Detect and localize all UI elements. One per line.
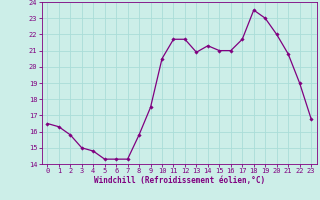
X-axis label: Windchill (Refroidissement éolien,°C): Windchill (Refroidissement éolien,°C)	[94, 176, 265, 185]
